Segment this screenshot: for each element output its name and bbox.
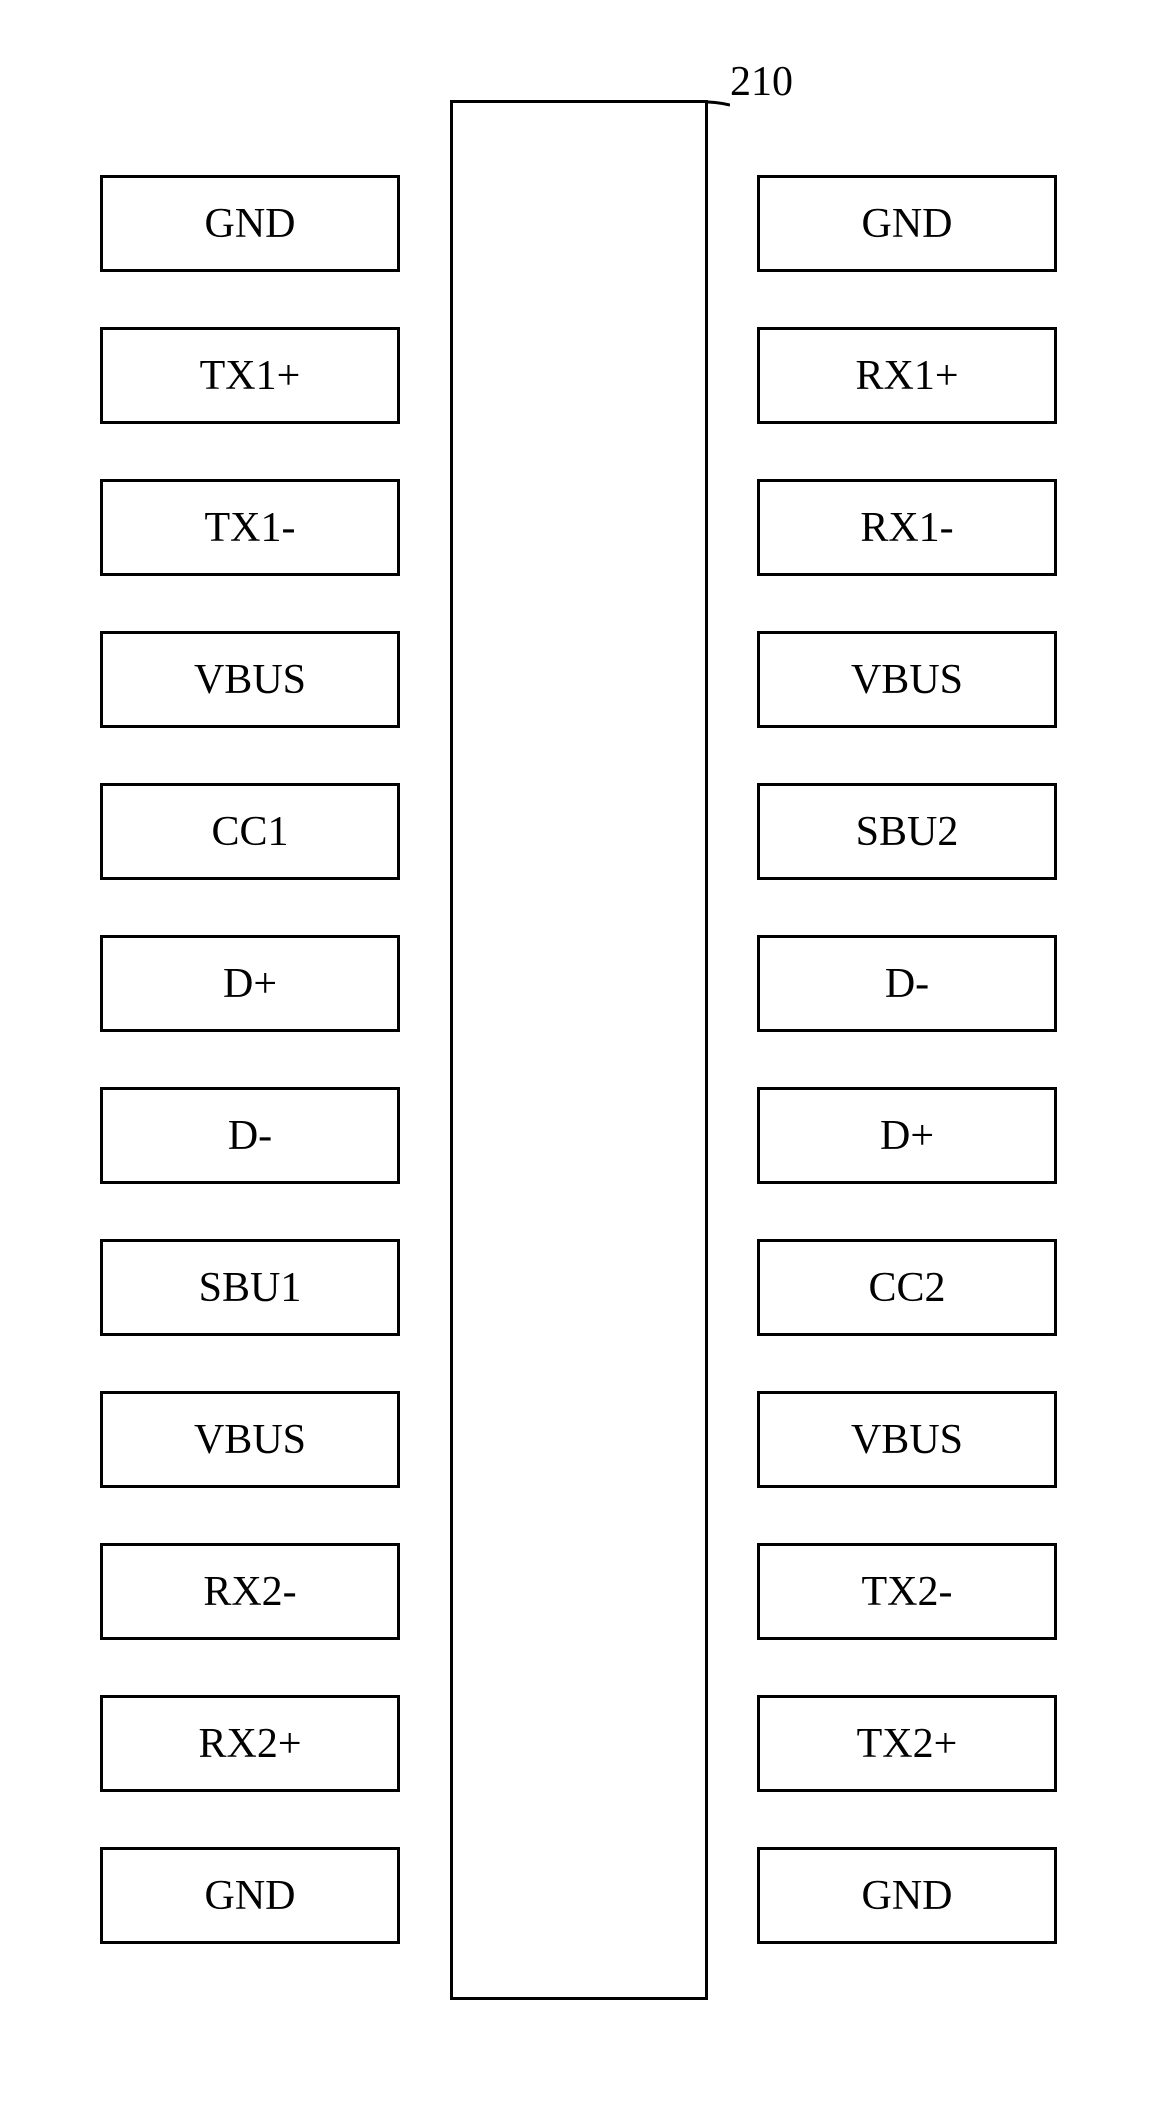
pin-left-11: RX2+: [100, 1695, 400, 1792]
pin-right-8: CC2: [757, 1239, 1057, 1336]
reference-number: 210: [730, 58, 793, 106]
pin-right-6: D-: [757, 935, 1057, 1032]
pin-right-4: VBUS: [757, 631, 1057, 728]
pin-right-11: TX2+: [757, 1695, 1057, 1792]
pin-left-4: VBUS: [100, 631, 400, 728]
pin-left-7: D-: [100, 1087, 400, 1184]
pin-left-5: CC1: [100, 783, 400, 880]
pin-right-3: RX1-: [757, 479, 1057, 576]
pin-left-8: SBU1: [100, 1239, 400, 1336]
right-pin-column: GND RX1+ RX1- VBUS SBU2 D- D+ CC2 VBUS T…: [757, 175, 1057, 1944]
pin-left-9: VBUS: [100, 1391, 400, 1488]
pin-left-1: GND: [100, 175, 400, 272]
pin-left-12: GND: [100, 1847, 400, 1944]
pin-right-5: SBU2: [757, 783, 1057, 880]
pin-right-12: GND: [757, 1847, 1057, 1944]
pin-right-2: RX1+: [757, 327, 1057, 424]
connector-body: [450, 100, 708, 2000]
pin-right-9: VBUS: [757, 1391, 1057, 1488]
pin-left-2: TX1+: [100, 327, 400, 424]
pin-right-10: TX2-: [757, 1543, 1057, 1640]
pin-left-10: RX2-: [100, 1543, 400, 1640]
pin-right-1: GND: [757, 175, 1057, 272]
pin-left-3: TX1-: [100, 479, 400, 576]
pin-left-6: D+: [100, 935, 400, 1032]
pin-right-7: D+: [757, 1087, 1057, 1184]
left-pin-column: GND TX1+ TX1- VBUS CC1 D+ D- SBU1 VBUS R…: [100, 175, 400, 1944]
